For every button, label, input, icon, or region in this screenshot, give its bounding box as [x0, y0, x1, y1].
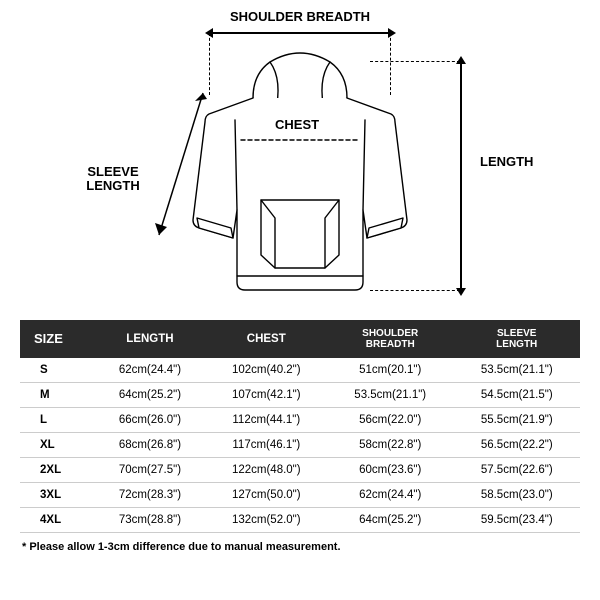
table-cell: S	[20, 358, 94, 383]
sleeve-length-label: SLEEVE LENGTH	[78, 165, 148, 194]
table-cell: L	[20, 408, 94, 433]
table-cell: 2XL	[20, 458, 94, 483]
table-cell: 53.5cm(21.1")	[453, 358, 580, 383]
table-row: 4XL73cm(28.8")132cm(52.0")64cm(25.2")59.…	[20, 508, 580, 533]
table-cell: 64cm(25.2")	[94, 383, 205, 408]
table-cell: 58cm(22.8")	[327, 433, 453, 458]
table-cell: 51cm(20.1")	[327, 358, 453, 383]
table-cell: 59.5cm(23.4")	[453, 508, 580, 533]
table-cell: 73cm(28.8")	[94, 508, 205, 533]
table-cell: 112cm(44.1")	[206, 408, 327, 433]
table-row: 3XL72cm(28.3")127cm(50.0")62cm(24.4")58.…	[20, 483, 580, 508]
table-cell: 60cm(23.6")	[327, 458, 453, 483]
length-arrow-line	[460, 62, 462, 290]
table-cell: 102cm(40.2")	[206, 358, 327, 383]
shoulder-breadth-label: SHOULDER BREADTH	[210, 10, 390, 24]
table-row: M64cm(25.2")107cm(42.1")53.5cm(21.1")54.…	[20, 383, 580, 408]
table-cell: 58.5cm(23.0")	[453, 483, 580, 508]
length-label: LENGTH	[480, 155, 533, 169]
length-guide-bottom	[370, 290, 460, 291]
length-guide-top	[370, 61, 460, 62]
table-header: SIZELENGTHCHESTSHOULDER BREADTHSLEEVE LE…	[20, 320, 580, 358]
table-cell: 54.5cm(21.5")	[453, 383, 580, 408]
table-cell: 55.5cm(21.9")	[453, 408, 580, 433]
table-col-header: SIZE	[20, 320, 94, 358]
table-cell: 4XL	[20, 508, 94, 533]
table-cell: 72cm(28.3")	[94, 483, 205, 508]
arrow-up-icon	[456, 56, 466, 64]
table-cell: 127cm(50.0")	[206, 483, 327, 508]
table-row: L66cm(26.0")112cm(44.1")56cm(22.0")55.5c…	[20, 408, 580, 433]
table-cell: 64cm(25.2")	[327, 508, 453, 533]
sleeve-arrow	[145, 85, 215, 245]
table-cell: 62cm(24.4")	[327, 483, 453, 508]
table-cell: 62cm(24.4")	[94, 358, 205, 383]
table-cell: 53.5cm(21.1")	[327, 383, 453, 408]
table-cell: 66cm(26.0")	[94, 408, 205, 433]
table-cell: 70cm(27.5")	[94, 458, 205, 483]
table-cell: 56cm(22.0")	[327, 408, 453, 433]
table-cell: XL	[20, 433, 94, 458]
table-body: S62cm(24.4")102cm(40.2")51cm(20.1")53.5c…	[20, 358, 580, 533]
table-row: S62cm(24.4")102cm(40.2")51cm(20.1")53.5c…	[20, 358, 580, 383]
chest-label: CHEST	[275, 118, 319, 132]
table-cell: 122cm(48.0")	[206, 458, 327, 483]
table-cell: M	[20, 383, 94, 408]
table-cell: 56.5cm(22.2")	[453, 433, 580, 458]
table-cell: 68cm(26.8")	[94, 433, 205, 458]
measurement-diagram: SHOULDER BREADTH	[0, 0, 600, 320]
table-cell: 3XL	[20, 483, 94, 508]
table-cell: 117cm(46.1")	[206, 433, 327, 458]
size-chart-table: SIZELENGTHCHESTSHOULDER BREADTHSLEEVE LE…	[20, 320, 580, 533]
table-col-header: SLEEVE LENGTH	[453, 320, 580, 358]
table-col-header: SHOULDER BREADTH	[327, 320, 453, 358]
table-col-header: LENGTH	[94, 320, 205, 358]
shoulder-arrow-line	[210, 32, 390, 34]
table-cell: 57.5cm(22.6")	[453, 458, 580, 483]
table-col-header: CHEST	[206, 320, 327, 358]
table-cell: 132cm(52.0")	[206, 508, 327, 533]
table-row: XL68cm(26.8")117cm(46.1")58cm(22.8")56.5…	[20, 433, 580, 458]
table-row: 2XL70cm(27.5")122cm(48.0")60cm(23.6")57.…	[20, 458, 580, 483]
table-cell: 107cm(42.1")	[206, 383, 327, 408]
measurement-footnote: * Please allow 1-3cm difference due to m…	[22, 541, 578, 553]
